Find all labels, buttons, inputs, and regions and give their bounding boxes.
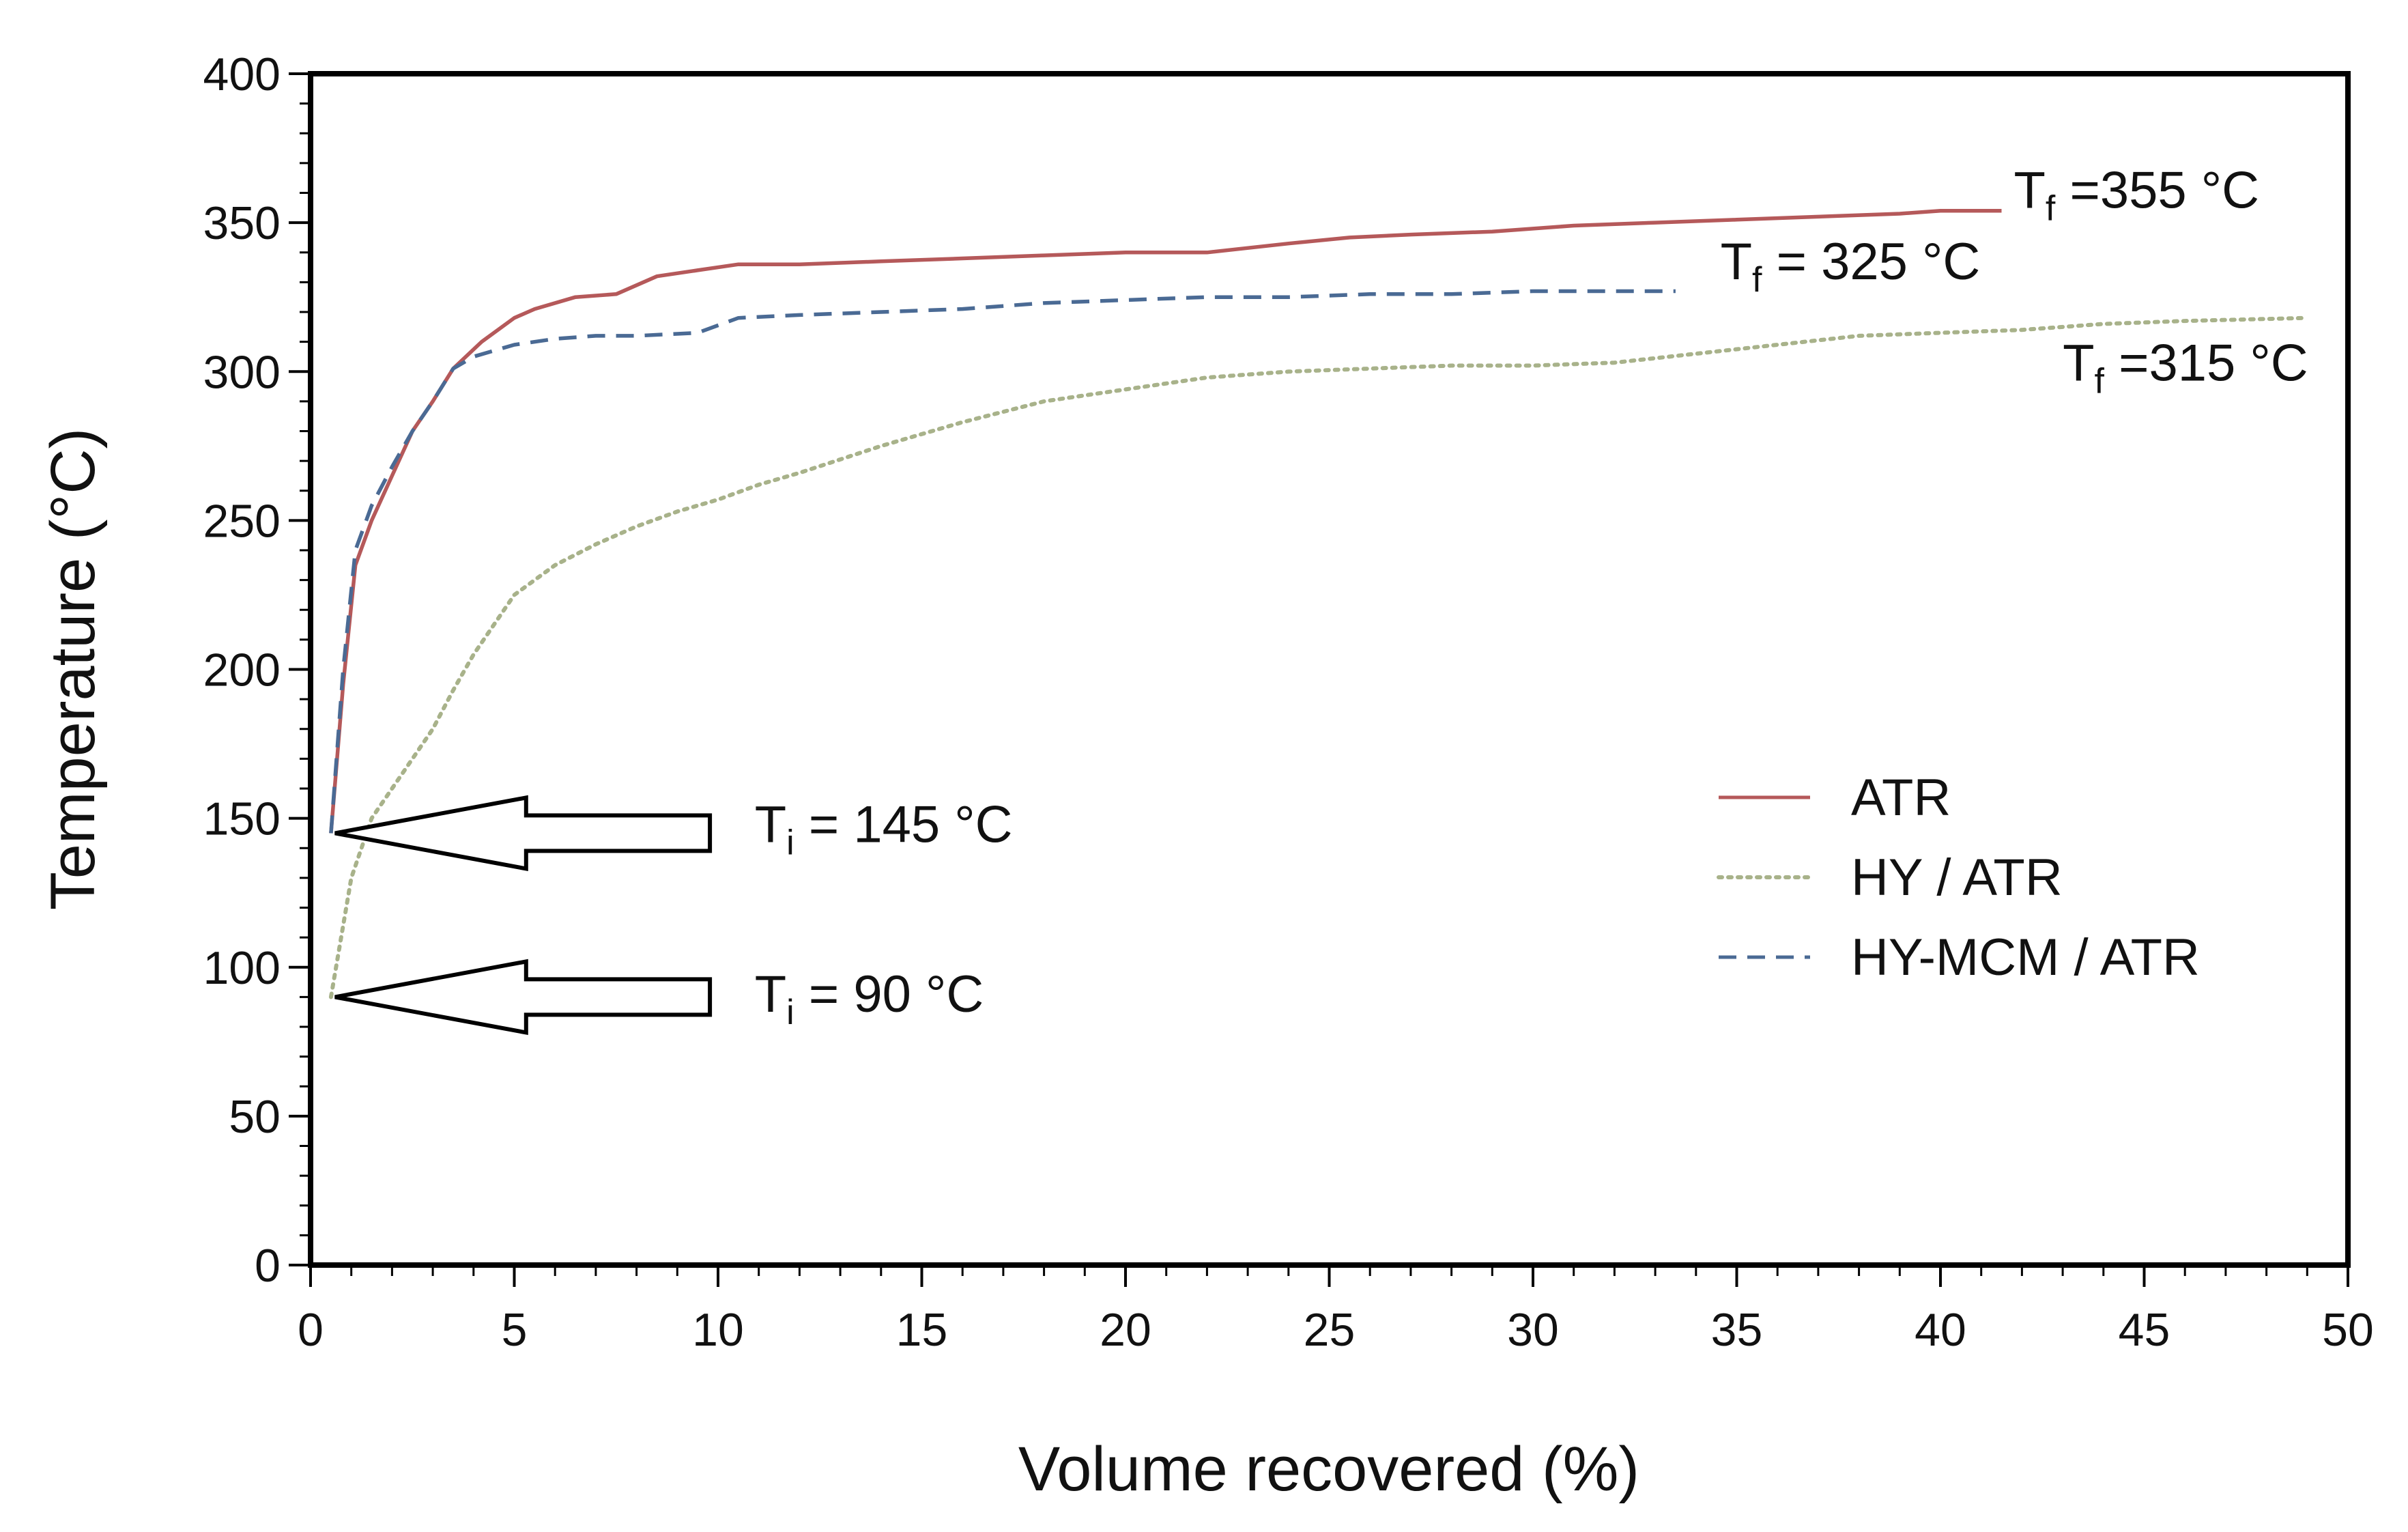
x-axis-ticks: 0 5 10 15 20 25 30 35 40 45 50	[298, 1265, 2374, 1356]
x-axis-title: Volume recovered (%)	[1018, 1434, 1639, 1504]
y-axis-title: Temperature (°C)	[38, 428, 108, 911]
arrow-layer	[334, 795, 713, 1036]
x-tick-label: 25	[1304, 1304, 1356, 1356]
y-tick-label: 50	[229, 1091, 281, 1143]
y-tick-label: 350	[203, 197, 281, 249]
x-tick-label: 40	[1915, 1304, 1966, 1356]
y-tick-label: 400	[203, 48, 281, 100]
annotation-tf_atr: Tf =355 °C	[2013, 161, 2259, 228]
legend-label: HY-MCM / ATR	[1851, 928, 2200, 987]
x-tick-label: 10	[692, 1304, 744, 1356]
annotation-tf_hy: Tf =315 °C	[2063, 334, 2308, 401]
annotation-value: =315 °C	[2104, 334, 2308, 392]
annotation-ti_145: Ti = 145 °C	[755, 796, 1013, 863]
series-line-atr	[329, 208, 2002, 834]
annotation-symbol: T	[755, 965, 786, 1023]
series-layer	[328, 208, 2310, 999]
legend-label: HY / ATR	[1851, 849, 2063, 907]
x-tick-label: 5	[502, 1304, 528, 1356]
annotation-subscript: f	[2046, 188, 2056, 228]
x-tick-label: 30	[1507, 1304, 1559, 1356]
annotation-symbol: T	[755, 796, 786, 854]
annotation-subscript: i	[786, 993, 794, 1032]
y-tick-label: 300	[203, 346, 281, 398]
y-tick-label: 100	[203, 942, 281, 994]
x-tick-label: 15	[896, 1304, 948, 1356]
legend-label: ATR	[1851, 769, 1951, 827]
x-tick-label: 50	[2322, 1304, 2374, 1356]
annotation-symbol: T	[2013, 161, 2045, 219]
plot-area	[308, 71, 2351, 1268]
arrow-145	[334, 795, 713, 872]
x-tick-label: 35	[1711, 1304, 1763, 1356]
annotation-subscript: f	[2095, 361, 2105, 401]
annotation-layer: Tf =355 °CTf = 325 °CTf =315 °CTi = 145 …	[755, 161, 2308, 1032]
annotation-tf_hymcm: Tf = 325 °C	[1721, 233, 1981, 300]
x-tick-label: 20	[1100, 1304, 1151, 1356]
annotation-symbol: T	[1721, 233, 1752, 291]
arrow-90	[334, 959, 713, 1036]
annotation-value: = 325 °C	[1762, 233, 1981, 291]
y-axis-ticks: 0 50 100 150 200 250 300 350 400	[203, 48, 311, 1292]
y-tick-label: 200	[203, 644, 281, 696]
annotation-value: = 145 °C	[794, 796, 1013, 854]
legend: ATR HY / ATR HY-MCM / ATR	[1717, 769, 2200, 987]
series-line-hy-atr	[328, 315, 2310, 999]
x-tick-label: 0	[298, 1304, 324, 1356]
annotation-symbol: T	[2063, 334, 2094, 392]
x-tick-label: 45	[2119, 1304, 2170, 1356]
y-tick-label: 0	[255, 1240, 281, 1292]
annotation-value: =355 °C	[2055, 161, 2259, 219]
series-line-hy-mcm-atr	[329, 289, 1676, 834]
y-tick-label: 250	[203, 495, 281, 547]
annotation-value: = 90 °C	[794, 965, 984, 1023]
annotation-subscript: i	[786, 823, 794, 863]
annotation-subscript: f	[1752, 260, 1762, 300]
y-tick-label: 150	[203, 793, 281, 845]
annotation-ti_90: Ti = 90 °C	[755, 965, 984, 1032]
